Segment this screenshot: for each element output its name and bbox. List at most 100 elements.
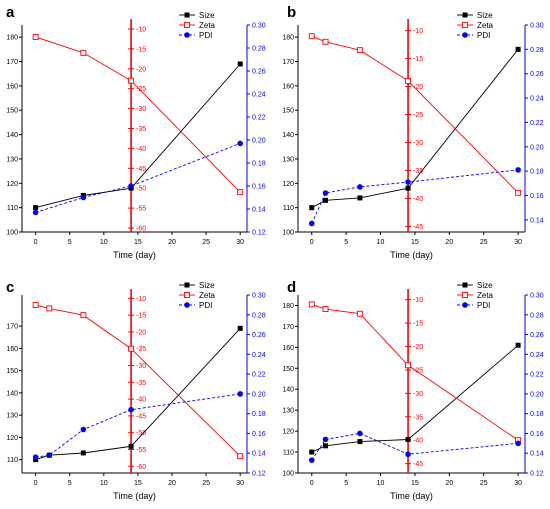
zeta-tick-label: -50 (136, 430, 146, 437)
x-tick-label: 30 (236, 480, 244, 487)
right-tick-label: 0.26 (252, 69, 266, 76)
right-tick-label: 0.14 (530, 451, 544, 458)
left-tick-label: 120 (282, 181, 294, 188)
series-line-pdi (35, 142, 241, 213)
right-tick-label: 0.28 (252, 46, 266, 53)
zeta-tick-label: -20 (413, 84, 423, 91)
right-tick-label: 0.30 (530, 293, 544, 300)
zeta-tick-label: -60 (136, 226, 146, 233)
x-tick-label: 15 (134, 480, 142, 487)
right-tick-label: 0.28 (530, 47, 544, 54)
legend-label: PDI (199, 301, 212, 310)
right-tick-label: 0.16 (252, 184, 266, 191)
left-tick-label: 110 (7, 457, 18, 464)
legend-label: Zeta (199, 291, 216, 300)
zeta-tick-label: -50 (136, 186, 146, 193)
legend-label: Size (199, 11, 215, 20)
point-pdi (357, 430, 363, 437)
left-tick-label: 170 (6, 324, 18, 331)
left-tick-label: 150 (6, 108, 18, 115)
x-tick-label: 5 (68, 239, 72, 246)
x-tick-label: 20 (168, 480, 176, 487)
point-pdi (322, 190, 329, 196)
left-tick-label: 150 (282, 366, 294, 373)
zeta-tick-label: -35 (136, 380, 146, 387)
point-size (405, 185, 411, 191)
zeta-tick-label: -15 (413, 321, 423, 328)
point-pdi (128, 183, 134, 189)
chart-panel-b: b 100 110 120 130 140 150 160 170 180 0 5 10 15 20 25 30… (282, 4, 543, 260)
zeta-tick-label: -30 (136, 363, 146, 370)
legend-marker (184, 22, 190, 28)
point-pdi (237, 140, 243, 147)
point-zeta (322, 306, 329, 313)
legend-marker (184, 282, 190, 288)
zeta-tick-label: -60 (136, 464, 146, 471)
legend-label: Size (477, 11, 493, 20)
right-tick-label: 0.12 (252, 230, 266, 237)
right-tick-label: 0.20 (252, 138, 266, 145)
point-pdi (405, 451, 411, 458)
point-pdi (322, 436, 329, 443)
zeta-tick-label: -25 (136, 346, 146, 353)
left-tick-label: 140 (6, 132, 18, 139)
right-tick-label: 0.14 (530, 217, 544, 224)
point-zeta (32, 302, 39, 309)
left-tick-label: 160 (282, 83, 294, 90)
zeta-tick-label: -40 (136, 397, 146, 404)
legend-marker (184, 292, 190, 298)
point-zeta (405, 77, 412, 84)
zeta-tick-label: -35 (413, 168, 423, 175)
legend-label: Zeta (477, 291, 494, 300)
x-tick-label: 20 (445, 480, 453, 487)
left-tick-label: 110 (283, 450, 294, 457)
x-axis-title: Time (day) (390, 491, 433, 501)
point-size (323, 197, 329, 203)
left-tick-label: 110 (7, 205, 18, 212)
point-pdi (308, 220, 315, 227)
right-tick-label: 0.20 (252, 391, 266, 398)
right-tick-label: 0.26 (252, 332, 266, 339)
zeta-tick-label: -45 (413, 461, 423, 468)
right-tick-label: 0.28 (252, 312, 266, 319)
x-tick-label: 0 (310, 480, 314, 487)
right-tick-label: 0.18 (252, 411, 266, 418)
series-line-size (311, 49, 519, 208)
x-tick-label: 10 (100, 480, 108, 487)
series-line-zeta (35, 36, 241, 193)
point-size (323, 443, 329, 449)
point-pdi (308, 457, 315, 463)
point-size (405, 436, 411, 442)
x-tick-label: 5 (68, 480, 72, 487)
x-tick-label: 25 (480, 239, 488, 246)
zeta-tick-label: -35 (136, 126, 146, 133)
zeta-tick-label: -20 (136, 66, 146, 73)
point-size (357, 195, 363, 201)
legend-marker (462, 22, 468, 28)
right-tick-label: 0.26 (530, 71, 544, 78)
chart-panel-c: c 110 120 130 140 150 160 170 0 5 10 15 20 25 30 Time (… (6, 279, 266, 501)
zeta-tick-label: -10 (413, 28, 423, 35)
right-tick-label: 0.22 (252, 115, 266, 122)
series-line-pdi (311, 169, 519, 224)
legend-label: PDI (477, 301, 490, 310)
x-tick-label: 10 (377, 239, 385, 246)
right-tick-label: 0.18 (530, 411, 544, 418)
point-zeta (308, 33, 315, 40)
zeta-tick-label: -40 (413, 196, 423, 203)
right-tick-label: 0.12 (530, 471, 544, 478)
x-tick-label: 15 (411, 480, 419, 487)
point-pdi (32, 209, 39, 216)
zeta-tick-label: -45 (136, 166, 146, 173)
zeta-tick-label: -30 (413, 140, 423, 147)
point-pdi (405, 179, 411, 185)
point-zeta (405, 362, 412, 369)
left-tick-label: 170 (6, 59, 18, 66)
panel-label: a (6, 4, 15, 21)
right-tick-label: 0.12 (252, 471, 266, 478)
right-tick-label: 0.14 (252, 451, 266, 458)
zeta-tick-label: -40 (136, 146, 146, 153)
zeta-tick-label: -55 (136, 447, 146, 454)
left-tick-label: 140 (282, 387, 294, 394)
x-tick-label: 15 (411, 239, 419, 246)
